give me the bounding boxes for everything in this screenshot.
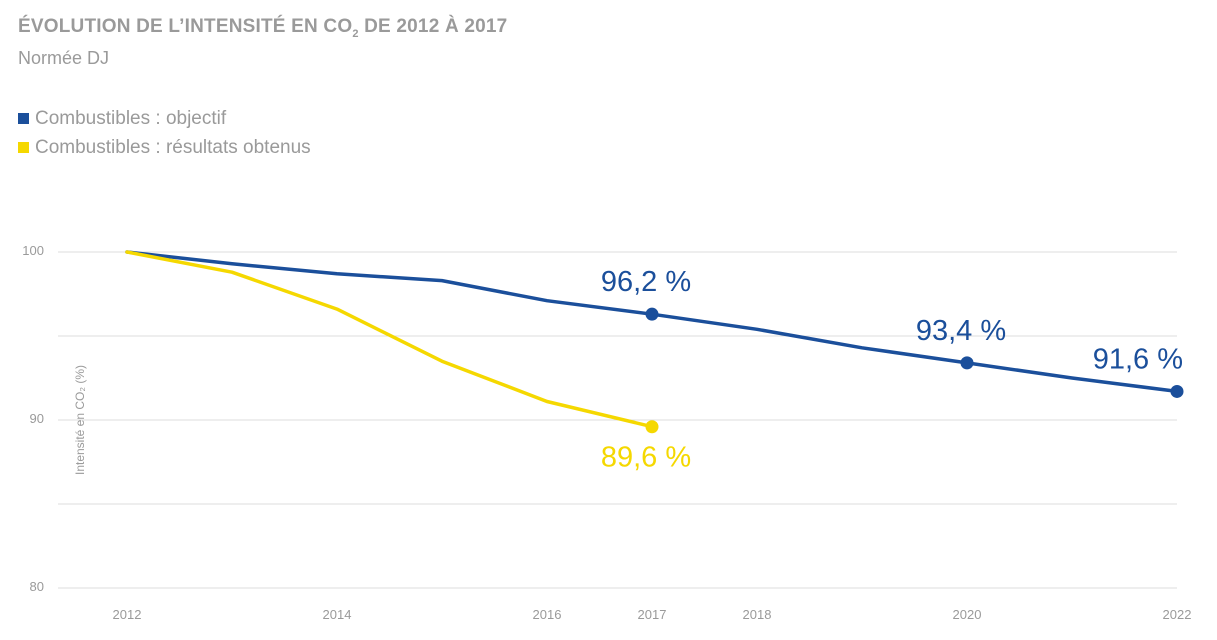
x-tick-label: 2012 [113, 607, 142, 622]
y-tick-label: 80 [30, 579, 44, 594]
data-label: 89,6 % [601, 442, 691, 474]
title-text: ÉVOLUTION DE L’INTENSITÉ EN CO [18, 16, 353, 37]
data-point [645, 420, 659, 434]
title-text-rest: DE 2012 À 2017 [358, 16, 508, 37]
x-tick-label: 2018 [743, 607, 772, 622]
legend-label-resultats: Combustibles : résultats obtenus [35, 136, 311, 158]
data-label: 93,4 % [916, 315, 1006, 347]
chart-subtitle: Normée DJ [18, 48, 110, 68]
x-tick-label: 2016 [533, 607, 562, 622]
legend-swatch-objectif [18, 113, 29, 124]
x-tick-label: 2014 [323, 607, 352, 622]
y-axis-label: Intensité en CO₂ (%) [73, 365, 87, 475]
y-tick-label: 100 [22, 243, 44, 258]
data-label: 91,6 % [1093, 343, 1183, 375]
legend-item-resultats: Combustibles : résultats obtenus [18, 133, 311, 162]
data-point [1170, 384, 1184, 398]
y-tick-label: 90 [30, 411, 44, 426]
x-tick-label: 2020 [953, 607, 982, 622]
x-tick-label: 2017 [638, 607, 667, 622]
chart-title: ÉVOLUTION DE L’INTENSITÉ EN CO2 DE 2012 … [18, 16, 507, 40]
legend-swatch-resultats [18, 142, 29, 153]
data-point [960, 356, 974, 370]
legend-item-objectif: Combustibles : objectif [18, 104, 311, 133]
title-subscript: 2 [352, 27, 359, 40]
legend: Combustibles : objectif Combustibles : r… [18, 104, 311, 162]
series-line-1 [125, 250, 654, 429]
x-tick-label: 2022 [1163, 607, 1192, 622]
data-label: 96,2 % [601, 266, 691, 298]
legend-label-objectif: Combustibles : objectif [35, 107, 227, 129]
data-point [645, 307, 659, 321]
